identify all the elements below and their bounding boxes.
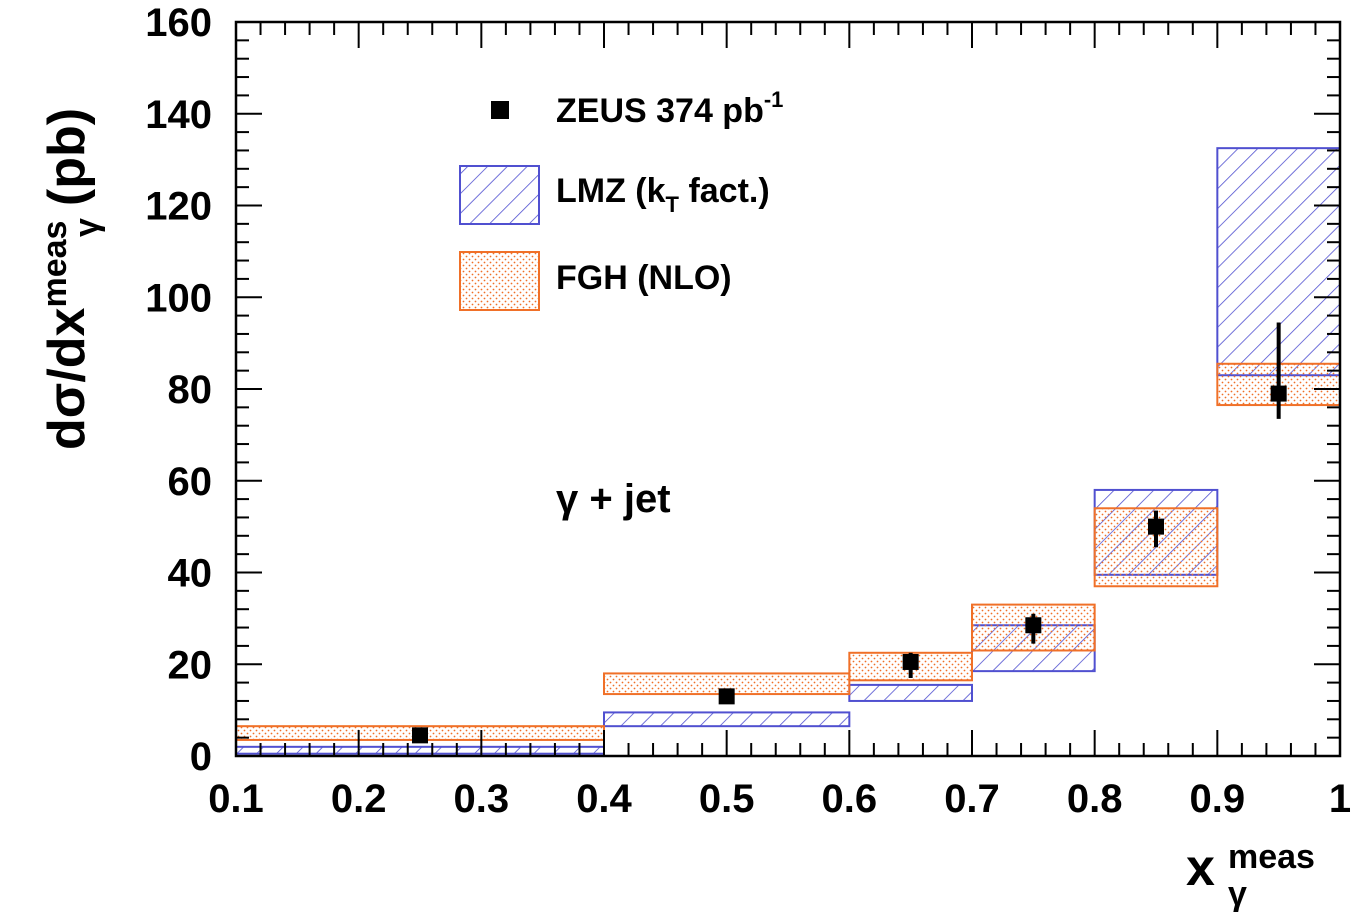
- x-tick-label: 0.5: [699, 777, 755, 821]
- y-tick-label: 140: [145, 93, 212, 137]
- y-tick-label: 160: [145, 1, 212, 45]
- legend-label-zeus: ZEUS 374 pb-1: [556, 87, 783, 130]
- lmz-band-5: [1216, 147, 1342, 377]
- x-tick-label: 0.8: [1067, 777, 1123, 821]
- y-tick-label: 80: [168, 368, 213, 412]
- x-tick-label: 0.2: [331, 777, 387, 821]
- legend-swatch-lmz: [459, 165, 540, 225]
- y-tick-label: 100: [145, 276, 212, 320]
- y-tick-label: 20: [168, 643, 213, 687]
- legend-marker-zeus: [491, 101, 509, 119]
- x-tick-label: 0.9: [1190, 777, 1246, 821]
- x-tick-label: 0.3: [454, 777, 510, 821]
- x-tick-label: 0.7: [944, 777, 1000, 821]
- data-point-2: [902, 653, 919, 670]
- svg-text:γ: γ: [68, 218, 106, 237]
- y-tick-labels: 0 20 40 60 80 100 120 140 160: [145, 1, 212, 779]
- x-tick-label: 1: [1329, 777, 1351, 821]
- fgh-bands: [235, 362, 1342, 741]
- data-point-5: [1270, 385, 1287, 402]
- x-tick-label: 0.1: [208, 777, 264, 821]
- legend-swatch-fgh: [459, 251, 540, 311]
- lmz-band-2: [848, 683, 973, 702]
- axis-ticks: [235, 21, 1341, 757]
- data-points: [412, 322, 1287, 744]
- y-tick-label: 120: [145, 185, 212, 229]
- legend-label-fgh: FGH (NLO): [556, 259, 732, 297]
- x-axis-title-sup: meas: [1228, 838, 1315, 876]
- process-annotation: γ + jet: [556, 477, 671, 521]
- svg-text:dσ/dxmeas (pb): dσ/dxmeas (pb): [36, 108, 96, 450]
- x-axis-title-sub: γ: [1228, 875, 1247, 913]
- x-tick-label: 0.4: [576, 777, 632, 821]
- legend-label-lmz: LMZ (kT fact.): [556, 172, 770, 217]
- lmz-bands: [235, 147, 1342, 755]
- x-tick-label: 0.6: [822, 777, 878, 821]
- x-tick-labels: 0.1 0.2 0.3 0.4 0.5 0.6 0.7 0.8 0.9 1: [208, 777, 1351, 821]
- data-point-1: [718, 688, 735, 705]
- data-point-0: [412, 727, 428, 744]
- y-tick-label: 0: [190, 735, 212, 779]
- data-point-3: [1025, 617, 1042, 634]
- x-axis-title: x: [1186, 839, 1215, 897]
- lmz-band-1: [603, 711, 851, 728]
- data-point-4: [1148, 518, 1164, 535]
- legend: ZEUS 374 pb-1 LMZ (kT fact.) FGH (NLO): [459, 87, 783, 311]
- lmz-band-0: [235, 745, 605, 755]
- plot-frame: [234, 20, 1342, 758]
- y-tick-label: 60: [168, 460, 213, 504]
- y-axis-title: dσ/dxmeas (pb) γ: [36, 108, 106, 450]
- y-tick-label: 40: [168, 552, 213, 596]
